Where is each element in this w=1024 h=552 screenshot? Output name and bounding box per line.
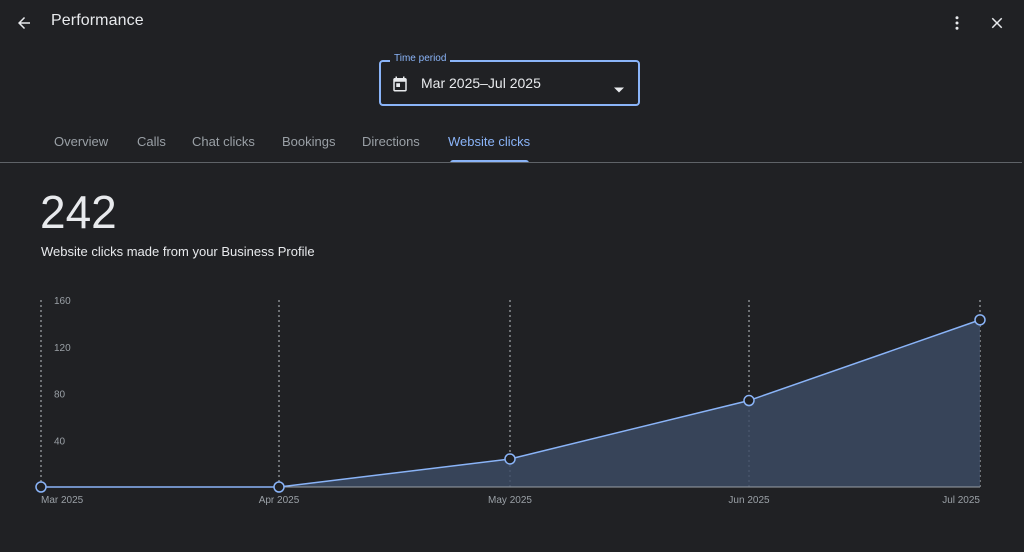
time-period-value: Mar 2025–Jul 2025	[421, 75, 541, 91]
x-tick-label-2: May 2025	[488, 495, 532, 506]
tab-bookings[interactable]: Bookings	[282, 134, 336, 149]
data-point-2	[504, 453, 516, 465]
tab-directions[interactable]: Directions	[362, 134, 420, 149]
y-tick-label-0: 40	[54, 436, 66, 447]
tab-overview[interactable]: Overview	[54, 134, 109, 149]
calendar-icon	[391, 75, 409, 98]
x-tick-label-4: Jul 2025	[942, 495, 980, 506]
data-point-1	[273, 481, 285, 493]
tab-chat-clicks[interactable]: Chat clicks	[192, 134, 255, 149]
dropdown-arrow-icon	[614, 80, 624, 98]
tab-bar: Overview Calls Chat clicks Bookings Dire…	[0, 122, 1024, 163]
more-vert-icon[interactable]	[941, 7, 973, 39]
y-tick-label-2: 120	[54, 343, 71, 354]
tabs-divider	[0, 162, 1022, 163]
website-clicks-chart: 40 80 120 160 Mar 2025 Apr 2025 May 2025 Jun 20…	[35, 296, 986, 506]
y-tick-label-3: 160	[54, 296, 71, 307]
x-tick-label-0: Mar 2025	[41, 495, 84, 506]
data-point-4	[974, 314, 986, 326]
time-period-select[interactable]: Time period Mar 2025–Jul 2025	[379, 53, 640, 106]
arrow-back-icon[interactable]	[8, 7, 40, 39]
active-tab-indicator	[450, 160, 529, 163]
x-tick-label-1: Apr 2025	[259, 495, 300, 506]
page-title: Performance	[51, 12, 144, 29]
header: Performance	[0, 0, 1024, 48]
close-icon[interactable]	[981, 7, 1013, 39]
x-tick-label-3: Jun 2025	[728, 495, 770, 506]
data-point-3	[743, 394, 755, 407]
tab-calls[interactable]: Calls	[137, 134, 166, 149]
total-count: 242	[40, 186, 117, 238]
tab-website-clicks[interactable]: Website clicks	[448, 134, 531, 149]
summary-description: Website clicks made from your Business P…	[41, 244, 315, 259]
time-period-label: Time period	[390, 53, 451, 64]
data-point-0	[35, 481, 47, 493]
y-tick-label-1: 80	[54, 390, 66, 401]
series-area	[41, 319, 980, 487]
